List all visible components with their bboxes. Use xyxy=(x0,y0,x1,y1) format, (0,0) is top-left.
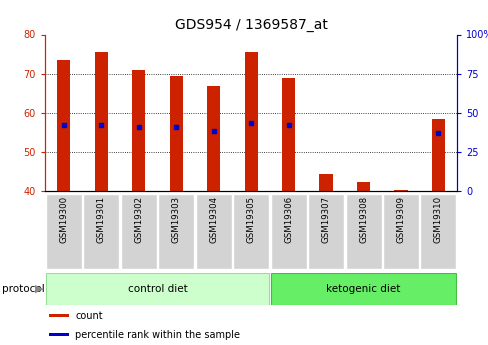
Bar xyxy=(356,182,369,191)
FancyBboxPatch shape xyxy=(270,194,306,269)
FancyBboxPatch shape xyxy=(46,194,81,269)
Text: GSM19301: GSM19301 xyxy=(97,196,105,243)
Text: GSM19310: GSM19310 xyxy=(433,196,442,243)
FancyBboxPatch shape xyxy=(83,194,119,269)
Text: GSM19306: GSM19306 xyxy=(284,196,292,243)
Bar xyxy=(132,70,145,191)
Bar xyxy=(169,76,183,191)
Text: GSM19307: GSM19307 xyxy=(321,196,330,243)
FancyBboxPatch shape xyxy=(158,194,194,269)
Text: GSM19304: GSM19304 xyxy=(209,196,218,243)
Bar xyxy=(394,189,407,191)
FancyBboxPatch shape xyxy=(49,333,69,336)
Text: percentile rank within the sample: percentile rank within the sample xyxy=(75,330,240,339)
FancyBboxPatch shape xyxy=(270,273,455,305)
Bar xyxy=(431,119,444,191)
Text: GSM19308: GSM19308 xyxy=(358,196,367,243)
Text: count: count xyxy=(75,311,102,321)
Text: control diet: control diet xyxy=(127,284,187,294)
FancyBboxPatch shape xyxy=(307,194,344,269)
Bar xyxy=(206,86,220,191)
FancyBboxPatch shape xyxy=(195,194,231,269)
FancyBboxPatch shape xyxy=(382,194,418,269)
Bar xyxy=(319,174,332,191)
Text: GSM19309: GSM19309 xyxy=(396,196,405,243)
Text: protocol: protocol xyxy=(2,284,45,294)
Text: GSM19300: GSM19300 xyxy=(59,196,68,243)
Bar xyxy=(282,78,295,191)
Title: GDS954 / 1369587_at: GDS954 / 1369587_at xyxy=(174,18,327,32)
Bar xyxy=(95,52,107,191)
FancyBboxPatch shape xyxy=(420,194,455,269)
FancyBboxPatch shape xyxy=(345,194,381,269)
Text: GSM19303: GSM19303 xyxy=(171,196,180,243)
Text: GSM19305: GSM19305 xyxy=(246,196,255,243)
FancyBboxPatch shape xyxy=(121,194,156,269)
FancyBboxPatch shape xyxy=(233,194,268,269)
FancyBboxPatch shape xyxy=(49,314,69,317)
Text: GSM19302: GSM19302 xyxy=(134,196,143,243)
Bar xyxy=(57,60,70,191)
Bar xyxy=(244,52,257,191)
FancyBboxPatch shape xyxy=(46,273,268,305)
Text: ▶: ▶ xyxy=(35,284,43,294)
Text: ketogenic diet: ketogenic diet xyxy=(325,284,400,294)
